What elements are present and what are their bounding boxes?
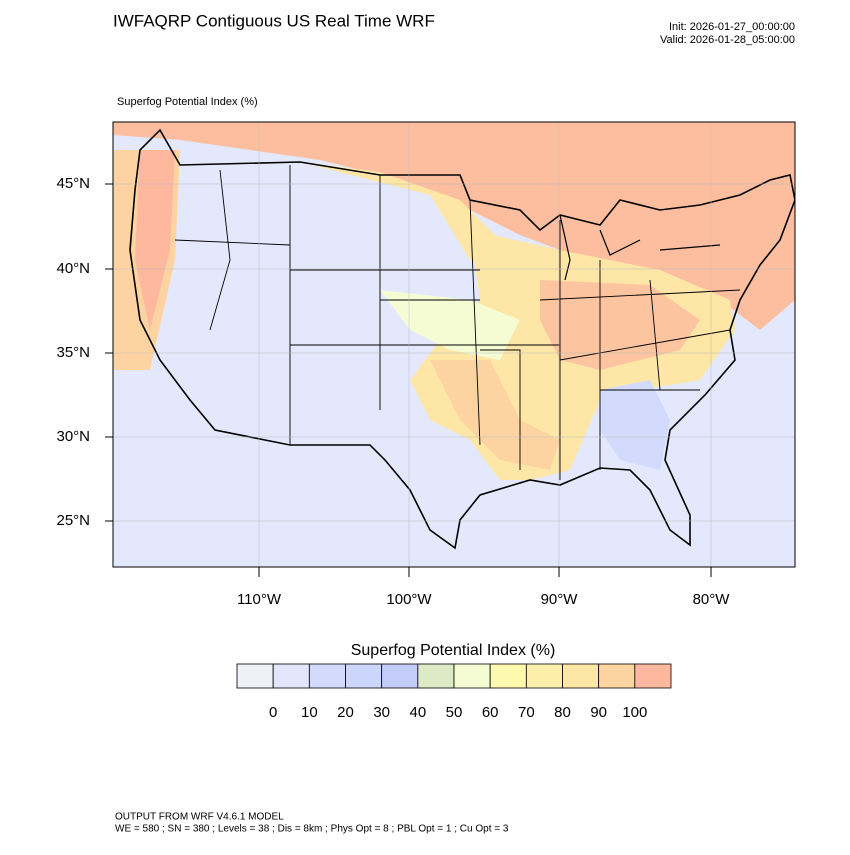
colorbar-box (308, 663, 346, 689)
shade-ohio-valley (540, 280, 700, 370)
map (112, 121, 796, 568)
colorbar-label: 40 (409, 704, 426, 721)
footer-line: WE = 580 ; SN = 380 ; Levels = 38 ; Dis … (115, 824, 509, 835)
colorbar-label: 100 (622, 704, 647, 721)
colorbar-box (489, 663, 527, 689)
colorbar-title: Superfog Potential Index (%) (351, 642, 556, 659)
colorbar: 0 10 20 30 40 50 60 70 80 90 100 (236, 663, 672, 721)
colorbar-box (562, 663, 600, 689)
footer-line: OUTPUT FROM WRF V4.6.1 MODEL (115, 812, 284, 823)
lon-label: 100°W (386, 591, 432, 608)
graticule (113, 122, 795, 567)
colorbar-box (525, 663, 563, 689)
colorbar-label: 0 (269, 704, 277, 721)
colorbar-box (345, 663, 383, 689)
shade-north (113, 122, 795, 330)
colorbar-label: 60 (482, 704, 499, 721)
state-lines (174, 165, 741, 480)
lon-label: 80°W (693, 591, 731, 608)
lat-label: 35°N (56, 344, 90, 361)
init-time: Init: 2026-01-27_00:00:00 (669, 21, 795, 33)
colorbar-box (453, 663, 491, 689)
great-lakes (559, 214, 721, 281)
colorbar-label: 20 (337, 704, 354, 721)
colorbar-box (634, 663, 672, 689)
colorbar-label: 10 (301, 704, 318, 721)
lon-label: 90°W (541, 591, 579, 608)
colorbar-label: 30 (373, 704, 390, 721)
us-outline (129, 128, 795, 550)
colorbar-box (417, 663, 455, 689)
shade-kansas (380, 290, 520, 360)
map-subtitle: Superfog Potential Index (%) (117, 96, 258, 108)
colorbar-label: 90 (590, 704, 607, 721)
colorbar-label: 50 (446, 704, 463, 721)
shade-southeast (600, 380, 670, 470)
shade-south (430, 360, 560, 470)
colorbar-box (598, 663, 636, 689)
colorbar-label: 70 (518, 704, 535, 721)
valid-time: Valid: 2026-01-28_05:00:00 (660, 34, 795, 46)
lat-label: 40°N (56, 260, 90, 277)
lon-label: 110°W (237, 591, 282, 608)
colorbar-box (236, 663, 274, 689)
map-frame (112, 121, 796, 568)
lat-label: 45°N (56, 175, 90, 192)
title: IWFAQRP Contiguous US Real Time WRF (113, 11, 435, 30)
colorbar-label: 80 (554, 704, 571, 721)
lat-label: 25°N (56, 512, 90, 529)
shade-west-coast-2 (135, 150, 175, 330)
lat-label: 30°N (56, 428, 90, 445)
map-axes: 45°N 40°N 35°N 30°N 25°N 110°W 100°W 90°W 80°W (56, 175, 730, 608)
colorbar-box (381, 663, 419, 689)
colorbar-box (272, 663, 310, 689)
